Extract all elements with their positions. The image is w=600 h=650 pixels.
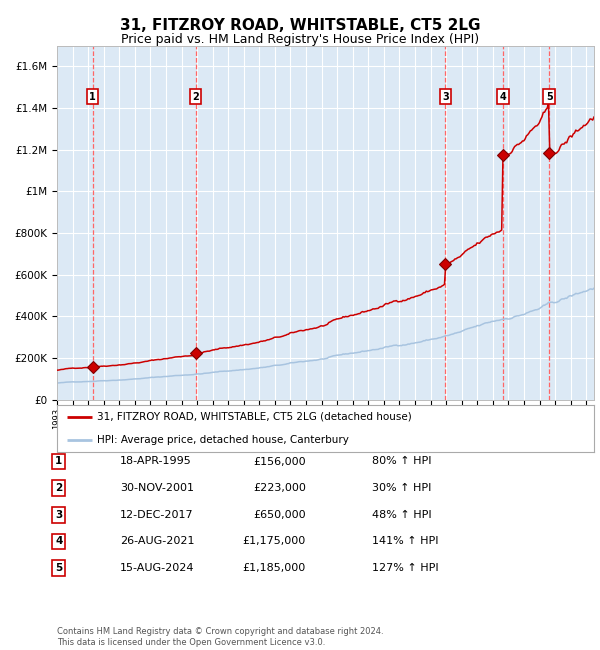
Text: 2: 2 — [193, 92, 199, 102]
Text: 1: 1 — [89, 92, 96, 102]
Text: 30% ↑ HPI: 30% ↑ HPI — [372, 483, 431, 493]
Text: 80% ↑ HPI: 80% ↑ HPI — [372, 456, 431, 467]
Text: 48% ↑ HPI: 48% ↑ HPI — [372, 510, 431, 520]
Text: 31, FITZROY ROAD, WHITSTABLE, CT5 2LG: 31, FITZROY ROAD, WHITSTABLE, CT5 2LG — [120, 18, 480, 34]
Text: £223,000: £223,000 — [253, 483, 306, 493]
Text: 26-AUG-2021: 26-AUG-2021 — [120, 536, 194, 547]
Text: 30-NOV-2001: 30-NOV-2001 — [120, 483, 194, 493]
Text: £1,185,000: £1,185,000 — [243, 563, 306, 573]
Text: 4: 4 — [500, 92, 506, 102]
Text: £156,000: £156,000 — [253, 456, 306, 467]
Text: £650,000: £650,000 — [253, 510, 306, 520]
Text: 3: 3 — [55, 510, 62, 520]
Text: 12-DEC-2017: 12-DEC-2017 — [120, 510, 194, 520]
Text: £1,175,000: £1,175,000 — [243, 536, 306, 547]
Text: HPI: Average price, detached house, Canterbury: HPI: Average price, detached house, Cant… — [97, 435, 349, 445]
Text: 31, FITZROY ROAD, WHITSTABLE, CT5 2LG (detached house): 31, FITZROY ROAD, WHITSTABLE, CT5 2LG (d… — [97, 411, 412, 422]
Text: Contains HM Land Registry data © Crown copyright and database right 2024.
This d: Contains HM Land Registry data © Crown c… — [57, 627, 383, 647]
Text: 5: 5 — [55, 563, 62, 573]
Text: 1: 1 — [55, 456, 62, 467]
Text: 127% ↑ HPI: 127% ↑ HPI — [372, 563, 439, 573]
Text: 15-AUG-2024: 15-AUG-2024 — [120, 563, 194, 573]
Text: 2: 2 — [55, 483, 62, 493]
Text: 18-APR-1995: 18-APR-1995 — [120, 456, 192, 467]
Text: 3: 3 — [442, 92, 449, 102]
Text: Price paid vs. HM Land Registry's House Price Index (HPI): Price paid vs. HM Land Registry's House … — [121, 32, 479, 46]
Text: 5: 5 — [546, 92, 553, 102]
Text: 4: 4 — [55, 536, 62, 547]
Text: 141% ↑ HPI: 141% ↑ HPI — [372, 536, 439, 547]
